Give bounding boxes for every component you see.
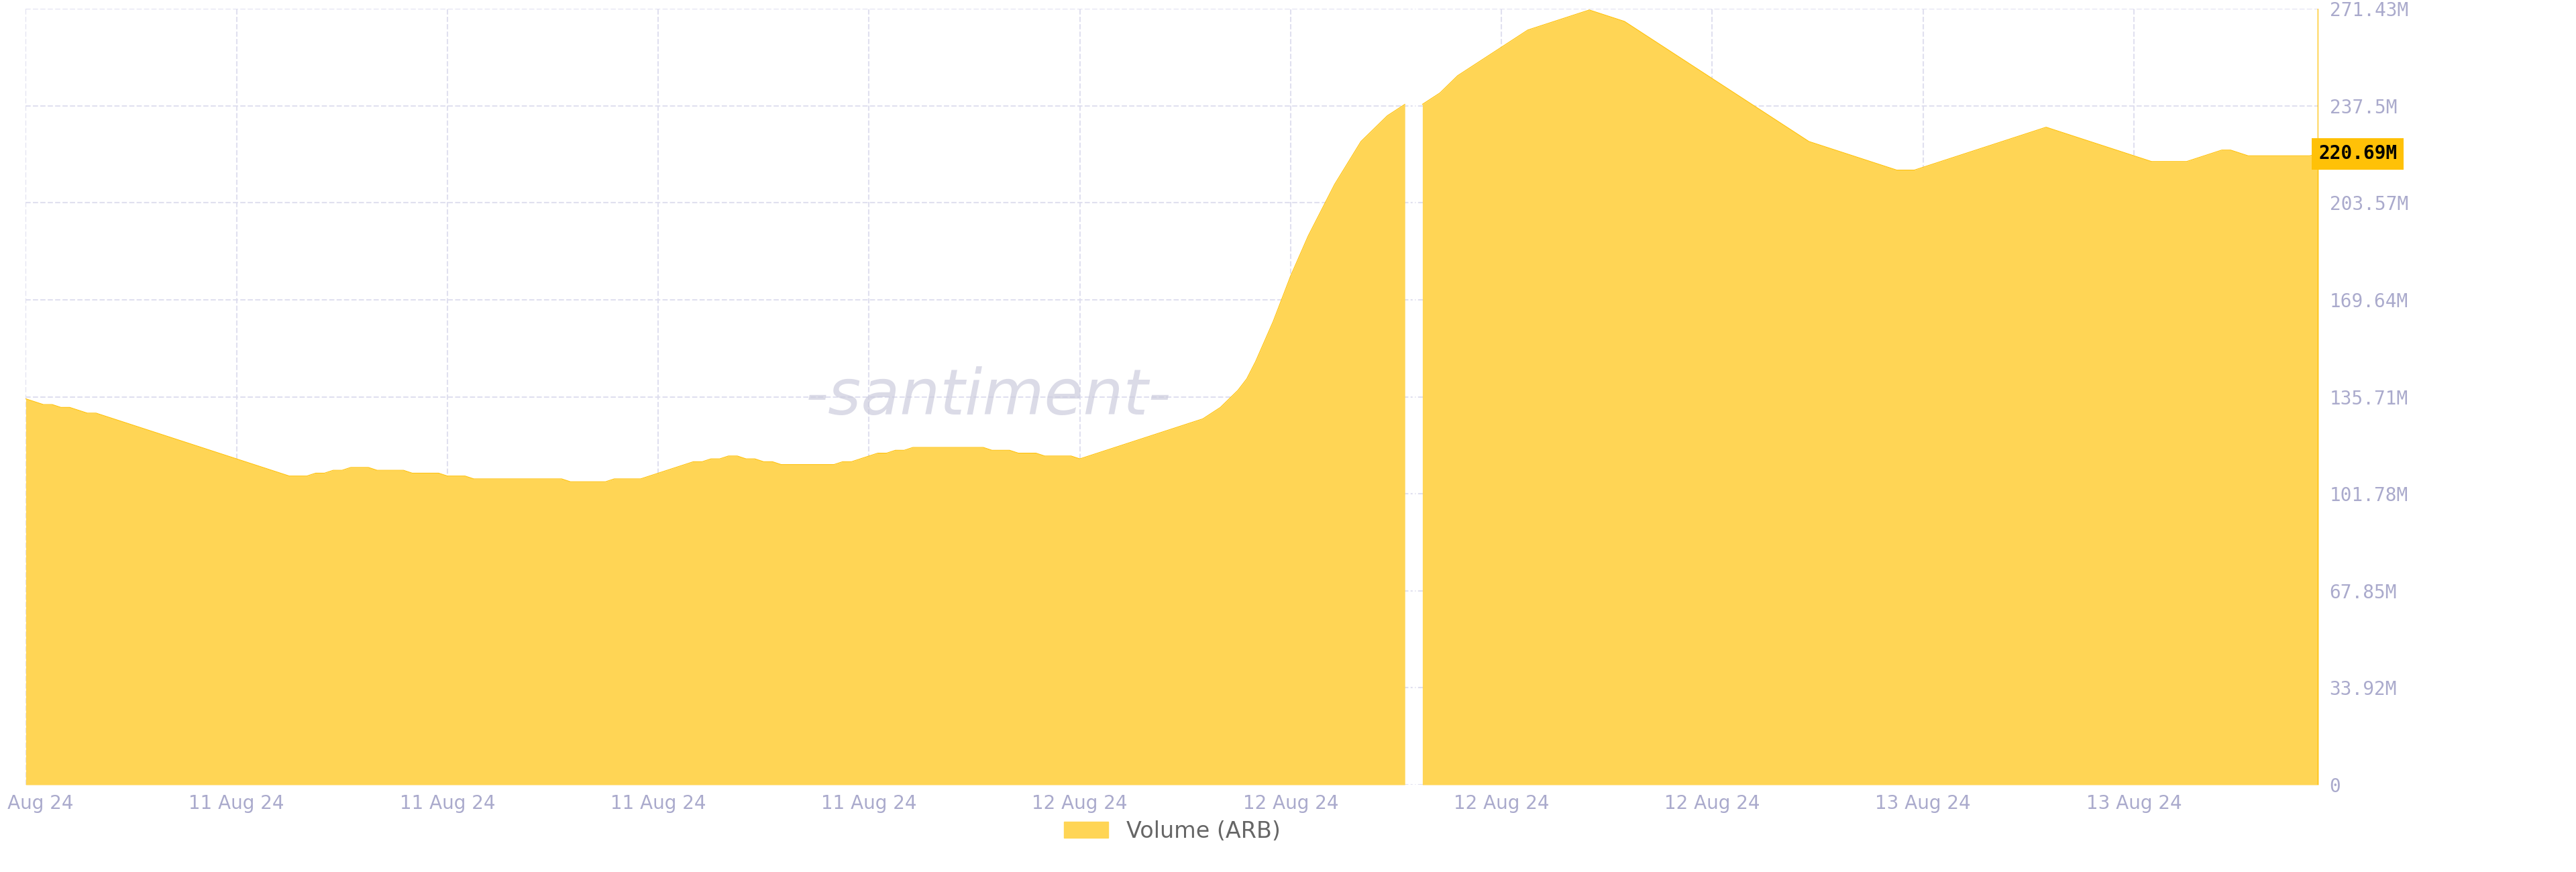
Legend: Volume (ARB): Volume (ARB) [1054, 811, 1291, 851]
Text: -santiment-: -santiment- [806, 366, 1172, 427]
Text: 220.69M: 220.69M [2318, 145, 2398, 163]
